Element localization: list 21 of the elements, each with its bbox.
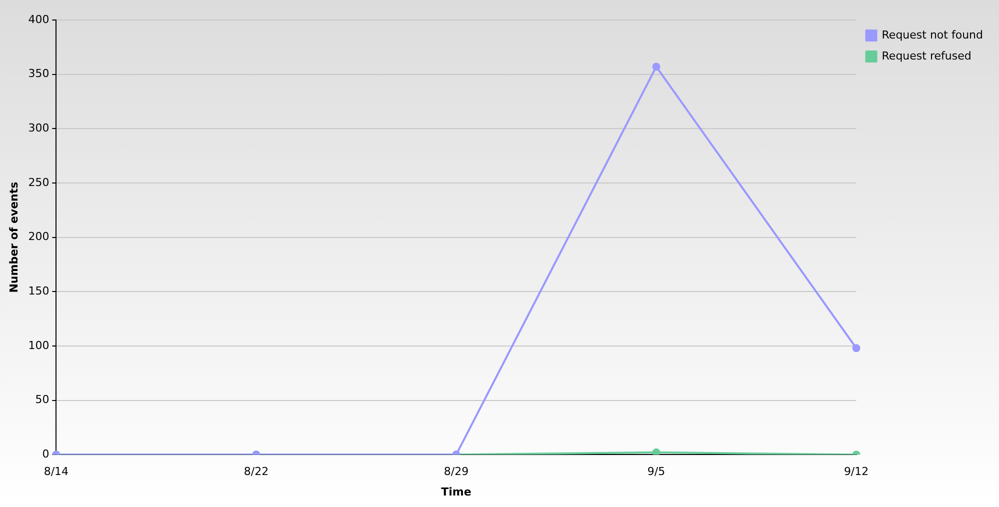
y-tick-label: 50 — [35, 393, 50, 406]
y-axis-title: Number of events — [7, 181, 20, 293]
point — [852, 344, 860, 352]
point — [652, 448, 660, 455]
y-tick-label: 0 — [42, 447, 50, 460]
y-tick-label: 100 — [28, 338, 50, 352]
x-axis-title: Time — [441, 485, 472, 498]
point — [652, 62, 660, 71]
y-tick-label: 350 — [28, 67, 50, 80]
legend-label: Request refused — [882, 49, 972, 62]
legend-label: Request not found — [882, 28, 983, 42]
y-tick-label: 150 — [28, 284, 50, 298]
y-tick-label: 400 — [28, 12, 50, 26]
y-tick-label: 200 — [28, 230, 50, 244]
x-tick-label: 8/22 — [244, 465, 269, 478]
x-tick-label: 9/12 — [844, 465, 869, 478]
y-tick-label: 250 — [28, 176, 50, 189]
y-tick-label: 300 — [28, 122, 50, 135]
x-tick-label: 9/5 — [647, 465, 666, 478]
x-tick-label: 8/29 — [444, 465, 469, 478]
x-tick-label: 8/14 — [44, 465, 69, 478]
